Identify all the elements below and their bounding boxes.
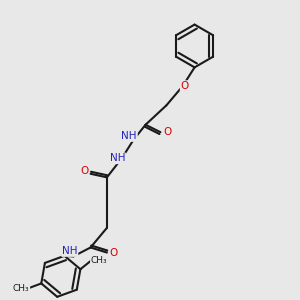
Text: O: O (164, 127, 172, 137)
Text: CH₃: CH₃ (13, 284, 29, 293)
Text: CH₃: CH₃ (91, 256, 107, 265)
Text: NH: NH (122, 131, 137, 141)
Text: O: O (109, 248, 118, 257)
Text: NH: NH (110, 153, 125, 163)
Text: O: O (80, 167, 88, 176)
Text: NH: NH (62, 246, 77, 256)
Text: O: O (181, 81, 189, 91)
